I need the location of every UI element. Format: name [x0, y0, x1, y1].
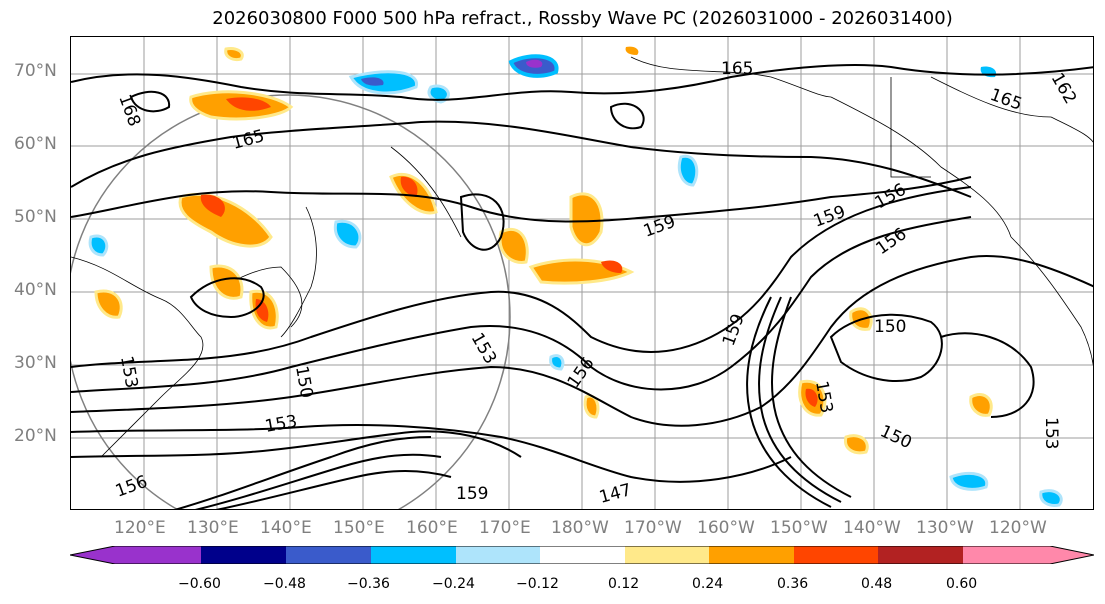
contour-label: 165: [230, 126, 267, 154]
colorbar-tick-label: −0.24: [432, 576, 475, 592]
colorbar-tick-label: 0.60: [946, 576, 978, 592]
colorbar-segment: [625, 546, 709, 564]
contour-label: 159: [641, 212, 678, 242]
colorbar-extend-high: [963, 546, 1094, 564]
contour-label: 156: [564, 354, 599, 392]
colorbar-segment: [878, 546, 963, 564]
contour-label: 153: [467, 330, 501, 368]
colorbar-tick-label: 0.48: [861, 576, 893, 592]
lon-label: 130°E: [187, 518, 239, 538]
lon-label: 140°E: [260, 518, 312, 538]
colorbar-tick-label: −0.12: [516, 576, 559, 592]
colorbar-segment: [286, 546, 371, 564]
contour-label: 159: [456, 484, 488, 504]
contour-label: 147: [597, 480, 634, 508]
lon-label: 170°E: [479, 518, 531, 538]
contour-label: 168: [114, 92, 144, 129]
contour-label: 150: [874, 317, 906, 337]
lat-label: 40°N: [14, 280, 57, 300]
contour-lines: [71, 64, 1093, 509]
contour-label: 153: [263, 412, 298, 437]
lon-label: 130°W: [916, 518, 974, 538]
lon-label: 150°W: [770, 518, 828, 538]
colorbar-extend-low: [70, 546, 201, 564]
refractivity-patches: [88, 46, 1063, 507]
lat-label: 30°N: [14, 353, 57, 373]
contour-label: 150: [291, 364, 316, 399]
contour-label: 156: [872, 180, 910, 214]
map-canvas: 168 165 165 165 162 159 159 156 156 153 …: [71, 37, 1093, 509]
contour-label: 162: [1047, 70, 1081, 108]
lat-label: 20°N: [14, 426, 57, 446]
colorbar-segment: [540, 546, 625, 564]
contour-label: 153: [116, 354, 141, 389]
lon-label: 180°W: [551, 518, 609, 538]
contour-label: 156: [113, 472, 150, 502]
contour-label: 153: [1041, 417, 1061, 449]
region-circle: [71, 94, 511, 509]
colorbar-segment: [709, 546, 794, 564]
colorbar-tick-label: 0.12: [608, 576, 640, 592]
map-panel[interactable]: 168 165 165 165 162 159 159 156 156 153 …: [70, 36, 1094, 510]
colorbar-tick-label: −0.36: [347, 576, 390, 592]
contour-label-group: 168 165 165 165 162 159 159 156 156 153 …: [113, 59, 1080, 508]
colorbar-tick-label: −0.60: [178, 576, 221, 592]
contour-label: 150: [877, 421, 915, 453]
contour-label: 165: [987, 85, 1024, 115]
contour-label: 159: [811, 202, 848, 232]
lon-label: 160°W: [697, 518, 755, 538]
colorbar-segment: [456, 546, 540, 564]
colorbar-segment: [201, 546, 286, 564]
lon-label: 160°E: [406, 518, 458, 538]
lat-label: 70°N: [14, 61, 57, 81]
colorbar-tick-label: 0.24: [692, 576, 724, 592]
lat-label: 50°N: [14, 207, 57, 227]
colorbar-tick-label: 0.36: [777, 576, 809, 592]
lat-label: 60°N: [14, 134, 57, 154]
lon-label: 120°W: [989, 518, 1047, 538]
colorbar: [70, 546, 1094, 564]
map-title: 2026030800 F000 500 hPa refract., Rossby…: [212, 8, 953, 29]
colorbar-tick-label: −0.48: [263, 576, 306, 592]
lon-label: 170°W: [624, 518, 682, 538]
lon-label: 120°E: [114, 518, 166, 538]
lon-label: 150°E: [333, 518, 385, 538]
colorbar-segment: [794, 546, 878, 564]
lon-label: 140°W: [843, 518, 901, 538]
contour-label: 165: [721, 59, 753, 79]
contour-label: 159: [719, 311, 749, 348]
colorbar-segment: [371, 546, 456, 564]
